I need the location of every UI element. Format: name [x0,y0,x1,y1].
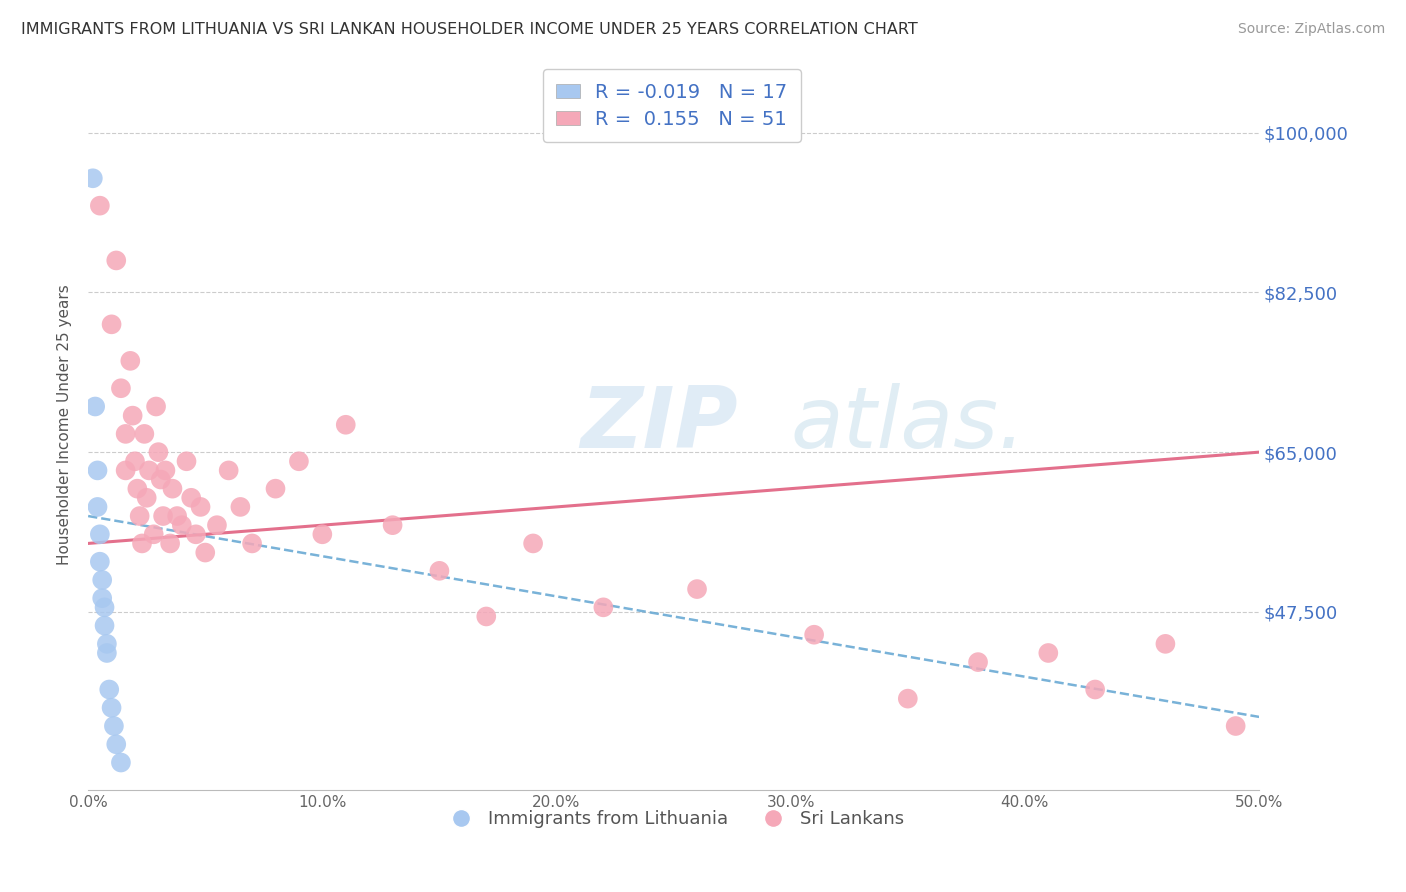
Point [162,482,184,496]
Point [145,400,167,414]
Text: atlas.: atlas. [790,384,1026,467]
Point [110,381,132,395]
Point [100,318,122,332]
Point [149,473,172,487]
Point [100,700,122,714]
Point [1038,646,1060,660]
Text: Source: ZipAtlas.com: Source: ZipAtlas.com [1237,22,1385,37]
Point [229,500,252,514]
Point [1154,637,1177,651]
Point [114,463,136,477]
Point [105,737,128,751]
Point [170,518,193,533]
Point [96,646,118,660]
Point [91,573,114,587]
Point [93,600,115,615]
Point [86,500,108,514]
Point [897,691,920,706]
Point [311,527,333,541]
Text: ZIP: ZIP [579,384,738,467]
Point [96,637,118,651]
Point [803,628,825,642]
Point [218,463,240,477]
Point [592,600,614,615]
Point [166,509,188,524]
Point [105,253,128,268]
Point [148,445,170,459]
Point [131,536,153,550]
Point [127,482,149,496]
Point [82,171,104,186]
Y-axis label: Householder Income Under 25 years: Householder Income Under 25 years [58,285,72,566]
Point [124,454,146,468]
Point [1225,719,1247,733]
Point [138,463,160,477]
Point [110,756,132,770]
Point [1084,682,1107,697]
Point [142,527,165,541]
Text: IMMIGRANTS FROM LITHUANIA VS SRI LANKAN HOUSEHOLDER INCOME UNDER 25 YEARS CORREL: IMMIGRANTS FROM LITHUANIA VS SRI LANKAN … [21,22,918,37]
Point [152,509,174,524]
Point [176,454,198,468]
Point [86,463,108,477]
Point [205,518,228,533]
Point [522,536,544,550]
Point [381,518,404,533]
Point [135,491,157,505]
Point [114,426,136,441]
Point [686,582,709,596]
Point [103,719,125,733]
Point [120,354,142,368]
Point [967,655,990,669]
Legend: Immigrants from Lithuania, Sri Lankans: Immigrants from Lithuania, Sri Lankans [436,803,911,836]
Point [91,591,114,606]
Point [288,454,311,468]
Point [89,527,111,541]
Point [184,527,207,541]
Point [429,564,451,578]
Point [89,199,111,213]
Point [240,536,263,550]
Point [159,536,181,550]
Point [180,491,202,505]
Point [335,417,357,432]
Point [121,409,143,423]
Point [264,482,287,496]
Point [93,618,115,632]
Point [475,609,498,624]
Point [89,555,111,569]
Point [190,500,212,514]
Point [155,463,177,477]
Point [128,509,150,524]
Point [84,400,107,414]
Point [98,682,121,697]
Point [134,426,156,441]
Point [194,545,217,559]
